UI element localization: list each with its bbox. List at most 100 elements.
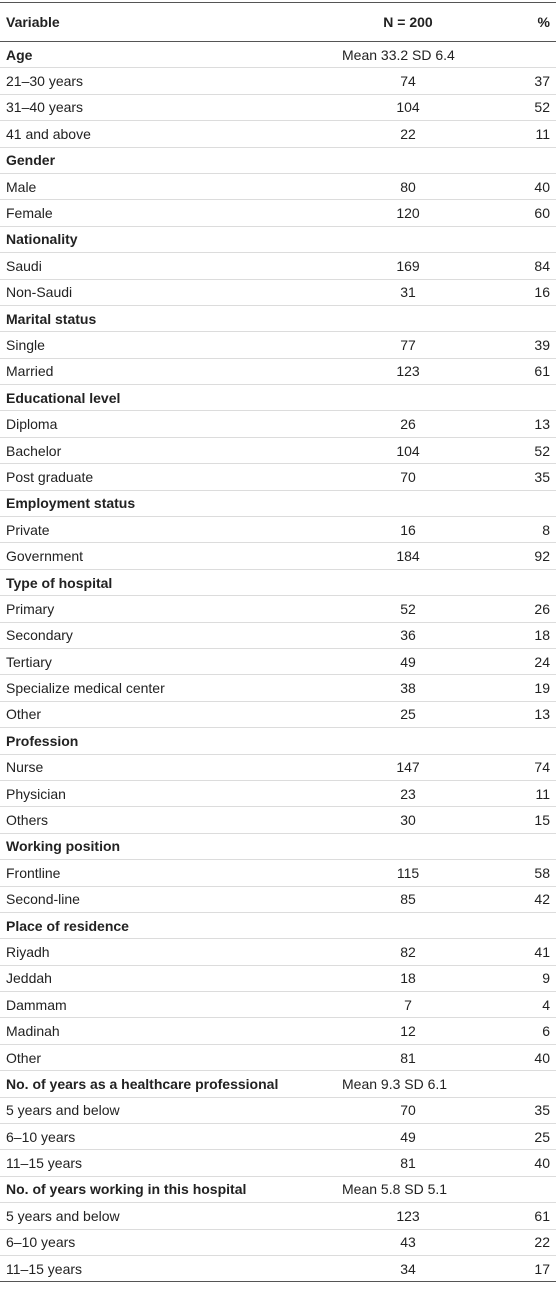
empty-cell <box>486 727 556 755</box>
row-label: Secondary <box>0 622 330 649</box>
percent-cell: 18 <box>486 622 556 649</box>
row-label: Frontline <box>0 859 330 887</box>
data-row: Nurse 147 74 <box>0 754 556 781</box>
count-cell: 26 <box>330 410 486 438</box>
group-row: Gender <box>0 147 556 174</box>
count-cell: 184 <box>330 542 486 570</box>
percent-cell: 40 <box>486 1149 556 1177</box>
percent-cell: 19 <box>486 674 556 702</box>
group-summary: Mean 33.2 SD 6.4 <box>330 41 556 69</box>
count-cell: 169 <box>330 252 486 280</box>
data-row: Tertiary 49 24 <box>0 648 556 676</box>
empty-cell <box>330 147 486 174</box>
count-cell: 16 <box>330 516 486 544</box>
row-label: 5 years and below <box>0 1202 330 1230</box>
count-cell: 115 <box>330 859 486 887</box>
row-label: 6–10 years <box>0 1123 330 1151</box>
percent-cell: 6 <box>486 1017 556 1045</box>
group-row: Place of residence <box>0 912 556 940</box>
count-cell: 85 <box>330 886 486 913</box>
count-cell: 81 <box>330 1044 486 1072</box>
data-row: Secondary 36 18 <box>0 622 556 649</box>
group-label: Working position <box>0 833 330 861</box>
group-row: Age Mean 33.2 SD 6.4 <box>0 41 556 69</box>
row-label: Male <box>0 173 330 201</box>
count-cell: 36 <box>330 622 486 649</box>
percent-cell: 15 <box>486 806 556 834</box>
row-label: Tertiary <box>0 648 330 676</box>
group-label: No. of years working in this hospital <box>0 1176 330 1204</box>
row-label: Married <box>0 358 330 386</box>
data-row: 11–15 years 34 17 <box>0 1255 556 1283</box>
row-label: Other <box>0 1044 330 1072</box>
data-row: Other 81 40 <box>0 1044 556 1072</box>
empty-cell <box>330 226 486 254</box>
data-row: Dammam 7 4 <box>0 991 556 1019</box>
percent-cell: 25 <box>486 1123 556 1151</box>
row-label: 31–40 years <box>0 94 330 122</box>
data-row: 5 years and below 123 61 <box>0 1202 556 1230</box>
empty-cell <box>486 490 556 518</box>
percent-cell: 60 <box>486 199 556 227</box>
empty-cell <box>486 305 556 333</box>
count-cell: 49 <box>330 1123 486 1151</box>
percent-cell: 52 <box>486 437 556 465</box>
row-label: Diploma <box>0 410 330 438</box>
data-row: Post graduate 70 35 <box>0 463 556 491</box>
table-header: Variable N = 200 % <box>0 2 556 42</box>
data-row: Specialize medical center 38 19 <box>0 674 556 702</box>
data-row: Private 16 8 <box>0 516 556 544</box>
count-cell: 82 <box>330 938 486 966</box>
count-cell: 74 <box>330 67 486 95</box>
data-row: Other 25 13 <box>0 701 556 729</box>
percent-cell: 92 <box>486 542 556 570</box>
count-cell: 52 <box>330 595 486 623</box>
percent-cell: 84 <box>486 252 556 280</box>
empty-cell <box>486 226 556 254</box>
data-row: Male 80 40 <box>0 173 556 201</box>
group-label: Profession <box>0 727 330 755</box>
group-row: Working position <box>0 833 556 861</box>
table-body: Age Mean 33.2 SD 6.4 21–30 years 74 37 31–40 … <box>0 41 556 1283</box>
group-label: Place of residence <box>0 912 330 940</box>
data-row: Saudi 169 84 <box>0 252 556 280</box>
empty-cell <box>486 384 556 412</box>
group-row: Type of hospital <box>0 569 556 597</box>
row-label: Bachelor <box>0 437 330 465</box>
group-row: Profession <box>0 727 556 755</box>
group-label: Age <box>0 41 330 69</box>
data-row: Government 184 92 <box>0 542 556 570</box>
percent-cell: 40 <box>486 173 556 201</box>
row-label: Government <box>0 542 330 570</box>
empty-cell <box>330 569 486 597</box>
data-row: Single 77 39 <box>0 331 556 359</box>
percent-cell: 13 <box>486 701 556 729</box>
empty-cell <box>486 147 556 174</box>
row-label: Single <box>0 331 330 359</box>
group-label: No. of years as a healthcare professiona… <box>0 1070 330 1098</box>
count-cell: 34 <box>330 1255 486 1283</box>
row-label: Nurse <box>0 754 330 781</box>
row-label: Jeddah <box>0 965 330 993</box>
row-label: 5 years and below <box>0 1097 330 1125</box>
data-row: 6–10 years 43 22 <box>0 1229 556 1256</box>
percent-cell: 74 <box>486 754 556 781</box>
data-row: Others 30 15 <box>0 806 556 834</box>
row-label: 11–15 years <box>0 1149 330 1177</box>
group-row: Nationality <box>0 226 556 254</box>
data-row: 31–40 years 104 52 <box>0 94 556 122</box>
row-label: Post graduate <box>0 463 330 491</box>
percent-cell: 24 <box>486 648 556 676</box>
group-summary: Mean 9.3 SD 6.1 <box>330 1070 556 1098</box>
percent-cell: 16 <box>486 279 556 306</box>
row-label: 21–30 years <box>0 67 330 95</box>
data-row: Second-line 85 42 <box>0 886 556 913</box>
data-row: Female 120 60 <box>0 199 556 227</box>
data-row: 11–15 years 81 40 <box>0 1149 556 1177</box>
data-row: Diploma 26 13 <box>0 410 556 438</box>
empty-cell <box>330 727 486 755</box>
count-cell: 70 <box>330 463 486 491</box>
row-label: Dammam <box>0 991 330 1019</box>
